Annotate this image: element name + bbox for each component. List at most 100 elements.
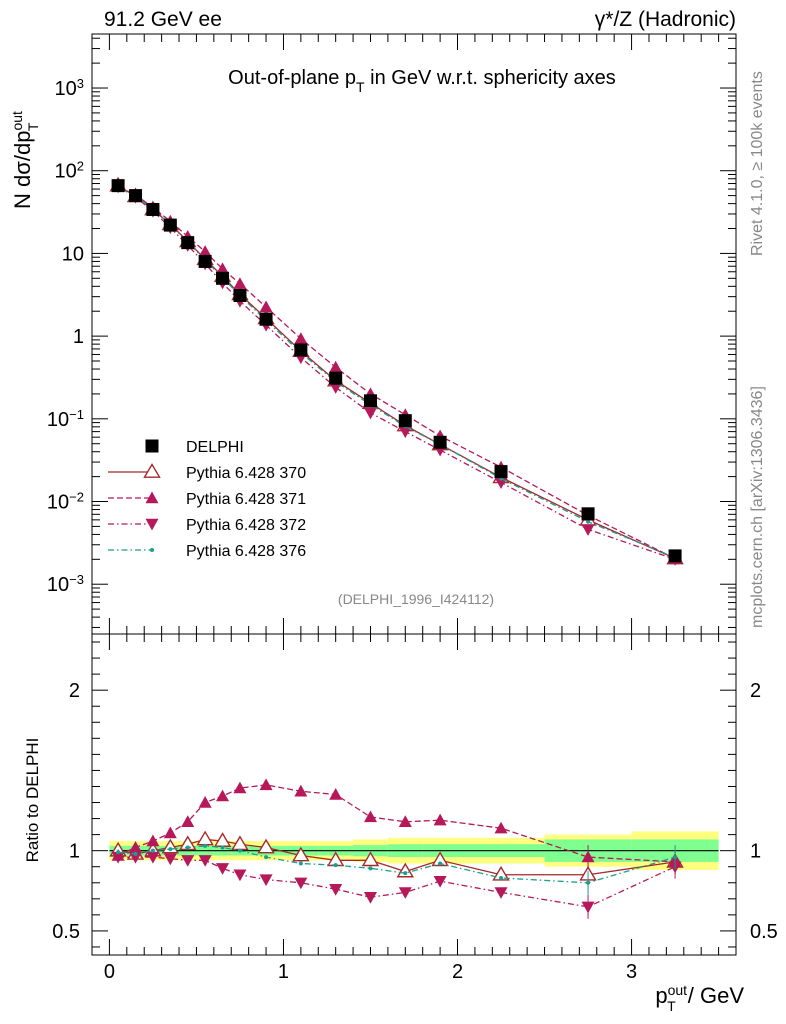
main-y-tick-label: 103 xyxy=(55,76,84,101)
ratio-point-p370 xyxy=(361,851,380,867)
ratio-y-tick-label-right: 0.5 xyxy=(750,921,778,943)
ratio-point-p372 xyxy=(294,877,308,890)
ratio-point-p371 xyxy=(363,810,377,823)
ratio-point-p376 xyxy=(116,850,121,855)
ratio-point-p371 xyxy=(581,850,595,863)
ratio-point-p372 xyxy=(329,883,343,896)
ratio-point-p372 xyxy=(216,863,230,875)
ratio-point-p371 xyxy=(398,815,412,827)
main-point-data xyxy=(398,414,412,428)
main-point-p371 xyxy=(198,245,212,257)
ratio-point-p372 xyxy=(198,855,212,867)
ratio-point-p376 xyxy=(264,855,269,860)
main-point-p372 xyxy=(398,426,412,439)
main-point-p376 xyxy=(586,519,591,524)
legend-marker-p371 xyxy=(145,491,159,504)
ratio-point-p372 xyxy=(163,853,177,866)
legend-label-p376: Pythia 6.428 376 xyxy=(186,543,306,560)
ratio-x-tick-label: 2 xyxy=(452,961,463,983)
ratio-uncertainty-bands xyxy=(109,831,719,870)
ratio-point-p372 xyxy=(398,887,412,899)
ratio-xlabel: pout T / GeV xyxy=(655,982,744,1014)
legend-marker-p372 xyxy=(145,518,159,531)
main-point-p372 xyxy=(363,407,377,420)
ratio-point-p371 xyxy=(259,778,273,791)
main-point-data xyxy=(668,549,682,563)
legend-label-p372: Pythia 6.428 372 xyxy=(186,517,306,534)
main-ylabel-text: N dσ/dpoutT xyxy=(9,111,41,209)
analysis-tag: (DELPHI_1996_I424112) xyxy=(338,591,494,607)
main-point-p371 xyxy=(294,332,308,344)
main-point-data xyxy=(181,236,195,250)
main-point-p371 xyxy=(233,277,247,289)
ratio-point-p371 xyxy=(163,826,177,839)
ratio-point-p371 xyxy=(233,781,247,794)
ratio-point-p376 xyxy=(438,861,443,866)
main-point-data xyxy=(233,288,247,302)
legend-entry-p370: Pythia 6.428 370 xyxy=(108,463,306,482)
main-ylabel: N dσ/dpoutT xyxy=(9,111,41,209)
source-label: mcplots.cern.ch [arXiv:1306.3436] xyxy=(749,386,766,628)
ratio-x-tick-label: 1 xyxy=(278,961,289,983)
ratio-series-p376 xyxy=(116,843,678,895)
main-point-data xyxy=(494,465,508,479)
main-y-tick-label: 1 xyxy=(73,326,84,348)
ratio-point-p370 xyxy=(257,838,275,854)
ratio-point-p372 xyxy=(433,875,447,888)
main-y-tick-label: 10−1 xyxy=(47,406,84,431)
ratio-series-p372 xyxy=(111,851,682,919)
ratio-point-p372 xyxy=(581,901,595,914)
ratio-point-p376 xyxy=(333,863,338,868)
ratio-series-layer xyxy=(109,778,684,919)
main-point-data xyxy=(146,202,160,216)
main-point-data xyxy=(433,435,447,449)
ratio-point-p372 xyxy=(181,855,195,867)
ratio-point-p371 xyxy=(494,821,508,834)
main-series-p372 xyxy=(111,181,682,566)
ratio-point-p371 xyxy=(181,815,195,827)
legend-marker-data xyxy=(145,439,159,453)
ratio-point-p372 xyxy=(233,869,247,882)
legend-label-data: DELPHI xyxy=(186,439,244,456)
legend-entry-p372: Pythia 6.428 372 xyxy=(108,517,306,534)
ratio-point-p372 xyxy=(111,851,125,864)
ratio-point-p371 xyxy=(129,840,143,853)
ratio-point-p376 xyxy=(586,880,591,885)
ratio-point-p376 xyxy=(673,855,678,860)
ratio-point-p371 xyxy=(329,788,343,800)
ratio-y-tick-label-right: 2 xyxy=(750,680,761,702)
main-series-layer xyxy=(109,176,684,566)
legend-label-p371: Pythia 6.428 371 xyxy=(186,491,306,508)
ratio-point-p376 xyxy=(237,848,242,853)
main-point-data xyxy=(581,507,595,521)
main-point-data xyxy=(363,394,377,408)
main-point-data xyxy=(129,189,143,203)
ratio-y-tick-label: 0.5 xyxy=(52,921,80,943)
main-point-data xyxy=(163,218,177,232)
main-point-p372 xyxy=(581,524,595,536)
ratio-x-tick-label: 0 xyxy=(104,961,115,983)
ratio-point-p370 xyxy=(292,846,310,862)
main-point-data xyxy=(259,312,273,326)
main-y-tick-label: 102 xyxy=(55,158,84,183)
ratio-point-p370 xyxy=(161,838,180,854)
main-point-p371 xyxy=(259,300,273,313)
ratio-point-p371 xyxy=(198,796,212,808)
main-y-tick-label: 10−3 xyxy=(47,572,84,597)
legend-marker-p370 xyxy=(143,463,161,478)
ratio-point-p370 xyxy=(396,862,415,878)
ratio-y-tick-label: 2 xyxy=(69,680,80,702)
ratio-ylabel: Ratio to DELPHI xyxy=(23,738,42,863)
legend-label-p370: Pythia 6.428 370 xyxy=(186,465,306,482)
ratio-point-p372 xyxy=(363,892,377,904)
ratio-point-p372 xyxy=(494,887,508,899)
main-point-p371 xyxy=(216,262,230,275)
ratio-point-p376 xyxy=(403,871,408,876)
legend: DELPHI Pythia 6.428 370 Pythia 6.428 371 Py… xyxy=(108,439,306,560)
legend-entry-p371: Pythia 6.428 371 xyxy=(108,491,306,508)
header-right: γ*/Z (Hadronic) xyxy=(595,8,736,31)
main-title: Out-of-plane pT in GeV w.r.t. sphericity… xyxy=(228,67,616,95)
main-point-p372 xyxy=(329,382,343,394)
main-point-data xyxy=(294,343,308,357)
ratio-point-p372 xyxy=(259,874,273,887)
